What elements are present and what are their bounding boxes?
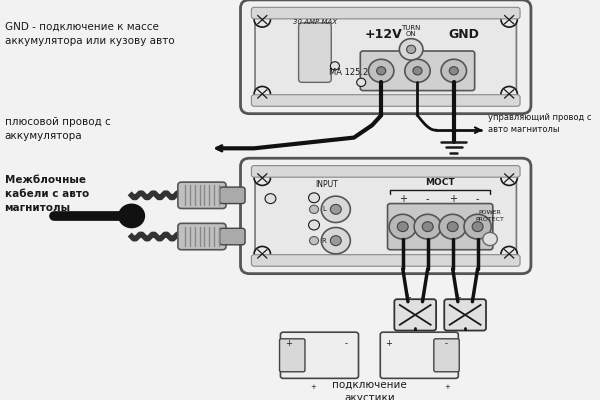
FancyBboxPatch shape [251, 255, 520, 266]
Circle shape [389, 214, 416, 239]
Circle shape [501, 246, 517, 261]
FancyBboxPatch shape [251, 166, 520, 177]
Text: MA 125.2: MA 125.2 [329, 68, 369, 77]
Text: +: + [310, 384, 316, 390]
Circle shape [254, 86, 271, 101]
Circle shape [308, 220, 319, 230]
Circle shape [413, 67, 422, 75]
FancyBboxPatch shape [434, 339, 459, 372]
Text: GND - подключение к массе
аккумулятора или кузову авто: GND - подключение к массе аккумулятора и… [5, 22, 174, 46]
Circle shape [405, 59, 430, 82]
Circle shape [356, 78, 366, 86]
Text: -: - [476, 194, 479, 204]
FancyBboxPatch shape [444, 299, 486, 330]
Text: подключение
акустики: подключение акустики [332, 380, 407, 400]
Circle shape [414, 214, 442, 239]
Circle shape [472, 222, 483, 232]
Text: POWER
PROTECT: POWER PROTECT [476, 210, 505, 222]
Circle shape [310, 236, 319, 245]
Circle shape [407, 45, 416, 54]
Circle shape [464, 214, 491, 239]
Text: МОСТ: МОСТ [425, 178, 455, 188]
Circle shape [501, 12, 517, 27]
FancyBboxPatch shape [361, 51, 475, 90]
Text: -: - [345, 339, 348, 348]
Circle shape [331, 62, 340, 70]
Polygon shape [457, 340, 478, 370]
Circle shape [400, 39, 423, 60]
Circle shape [321, 228, 350, 254]
Circle shape [447, 222, 458, 232]
Text: +12V: +12V [365, 28, 403, 41]
Circle shape [449, 67, 458, 75]
Circle shape [501, 170, 517, 186]
FancyBboxPatch shape [220, 228, 245, 245]
Polygon shape [262, 340, 281, 370]
FancyBboxPatch shape [380, 332, 458, 378]
FancyBboxPatch shape [251, 7, 520, 19]
Text: 30 AMP MAX: 30 AMP MAX [293, 19, 337, 25]
Text: -: - [445, 339, 448, 348]
FancyBboxPatch shape [220, 187, 245, 204]
Text: +: + [404, 293, 412, 302]
FancyBboxPatch shape [251, 95, 520, 106]
Circle shape [441, 59, 466, 82]
Text: TURN
ON: TURN ON [401, 25, 421, 38]
FancyBboxPatch shape [394, 299, 436, 330]
FancyBboxPatch shape [280, 332, 358, 378]
Text: +: + [385, 339, 392, 348]
FancyBboxPatch shape [178, 182, 226, 208]
Text: R: R [322, 238, 326, 244]
FancyBboxPatch shape [241, 0, 531, 114]
Text: +: + [399, 194, 407, 204]
Text: -: - [426, 194, 430, 204]
Circle shape [294, 381, 308, 394]
FancyBboxPatch shape [255, 12, 517, 102]
Circle shape [254, 12, 271, 27]
FancyBboxPatch shape [299, 23, 331, 82]
Circle shape [422, 222, 433, 232]
Circle shape [331, 204, 341, 214]
Circle shape [119, 204, 145, 228]
Circle shape [501, 86, 517, 101]
Circle shape [435, 385, 440, 390]
Text: управляющий провод с
авто магнитолы: управляющий провод с авто магнитолы [488, 113, 592, 134]
Text: INPUT: INPUT [316, 180, 338, 189]
Circle shape [254, 246, 271, 261]
Circle shape [254, 170, 271, 186]
Circle shape [439, 214, 466, 239]
FancyBboxPatch shape [280, 339, 305, 372]
Text: -: - [421, 293, 424, 302]
Circle shape [265, 194, 276, 204]
Circle shape [368, 59, 394, 82]
Circle shape [483, 232, 497, 246]
Circle shape [397, 222, 408, 232]
Circle shape [308, 193, 319, 203]
Text: -: - [471, 293, 474, 302]
FancyBboxPatch shape [241, 158, 531, 274]
Text: +: + [445, 384, 451, 390]
FancyBboxPatch shape [255, 170, 517, 262]
FancyBboxPatch shape [388, 204, 493, 250]
Text: Межблочные
кабели с авто
магнитолы: Межблочные кабели с авто магнитолы [5, 175, 89, 213]
Text: GND: GND [448, 28, 479, 41]
Circle shape [310, 205, 319, 214]
Circle shape [430, 381, 445, 394]
Circle shape [331, 236, 341, 246]
Text: +: + [449, 194, 457, 204]
Circle shape [377, 67, 386, 75]
Text: +: + [285, 339, 292, 348]
Circle shape [299, 385, 304, 390]
Text: +: + [454, 293, 461, 302]
Text: L: L [322, 206, 326, 212]
Circle shape [321, 196, 350, 222]
FancyBboxPatch shape [178, 223, 226, 250]
Text: плюсовой провод с
аккумулятора: плюсовой провод с аккумулятора [5, 117, 110, 141]
